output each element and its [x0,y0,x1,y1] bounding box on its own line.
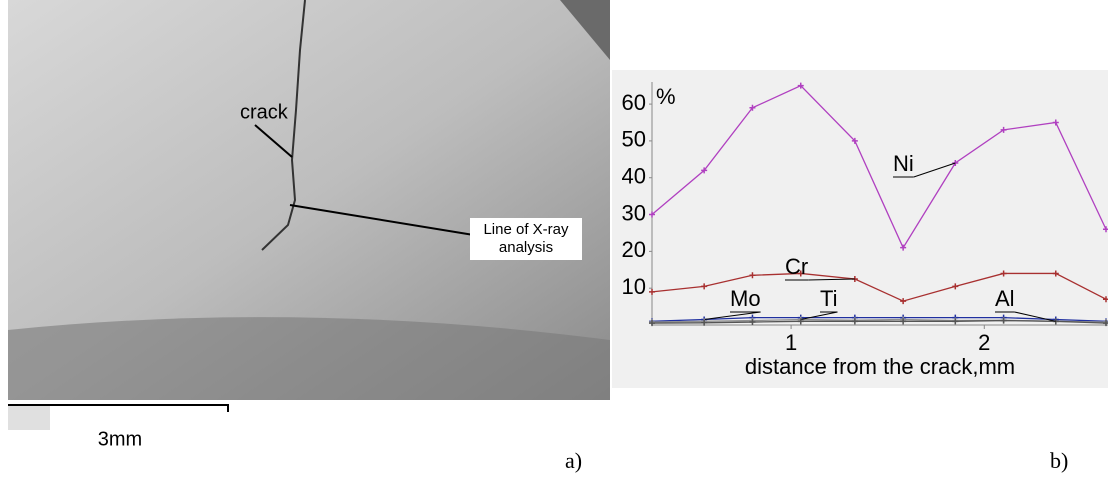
leader-line [808,278,855,281]
series-line [651,272,1107,302]
line-label: Line of X-ray [483,221,569,238]
leader-line [1014,311,1056,322]
point-marker [749,104,756,111]
series-label: Cr [785,254,808,279]
series-label: Al [995,286,1015,311]
crack-line [261,0,306,251]
point-marker [851,318,858,325]
point-marker [797,318,804,325]
x-tick-label: 2 [978,330,990,355]
y-tick-label: 10 [622,274,646,299]
point-marker [900,244,907,251]
point-marker [900,298,907,305]
y-unit: % [656,84,676,109]
caption: b) [1050,448,1068,473]
point-marker [749,319,756,326]
point-marker [1103,320,1108,327]
label-box [470,218,582,260]
shadow [560,0,610,60]
scale-bar [8,404,229,412]
point-marker [1000,270,1007,277]
point-marker [1052,270,1059,277]
y-tick-label: 30 [622,200,646,225]
point-marker [900,318,907,325]
point-marker [701,283,708,290]
arrow [254,124,293,158]
leader-line [913,162,956,178]
x-axis-label: distance from the crack,mm [745,354,1015,379]
point-marker [649,211,655,218]
series-line [651,84,1107,250]
shadow [8,317,610,400]
series-label: Mo [730,286,761,311]
point-marker [1052,119,1059,126]
x-tick-label: 1 [785,330,797,355]
y-tick-label: 20 [622,237,646,262]
point-marker [1000,126,1007,133]
series-label: Ni [893,151,914,176]
point-marker [952,318,959,325]
point-marker [701,319,708,326]
point-marker [749,272,756,279]
point-marker [1103,226,1108,233]
line-label: analysis [499,239,553,256]
y-tick-label: 40 [622,164,646,189]
caption: a) [565,448,582,473]
scale-label: 3mm [98,428,142,450]
plot-background [612,70,1108,388]
plot: % distance from the crack,mm 10 20 30 40 50 6… [622,82,1108,379]
point-marker [701,167,708,174]
point-marker [649,288,655,295]
series-line [651,316,1107,322]
point-marker [1103,296,1108,303]
scale-block [8,405,50,430]
point-marker [1000,317,1007,324]
point-marker [797,270,804,277]
y-tick-label: 60 [622,90,646,115]
y-tick-label: 50 [622,127,646,152]
series-label: Ti [820,286,838,311]
point-marker [952,160,959,166]
crack-label: crack [240,101,289,123]
series-line [651,319,1107,324]
point-marker [797,82,804,89]
point-marker [649,320,655,327]
point-marker [952,283,959,290]
leader-line [704,311,761,320]
sem-image: crack Line of X-ray analysis 3mm a) [8,0,610,473]
leader-line [800,311,838,320]
arrow [289,204,493,239]
point-marker [851,137,858,144]
